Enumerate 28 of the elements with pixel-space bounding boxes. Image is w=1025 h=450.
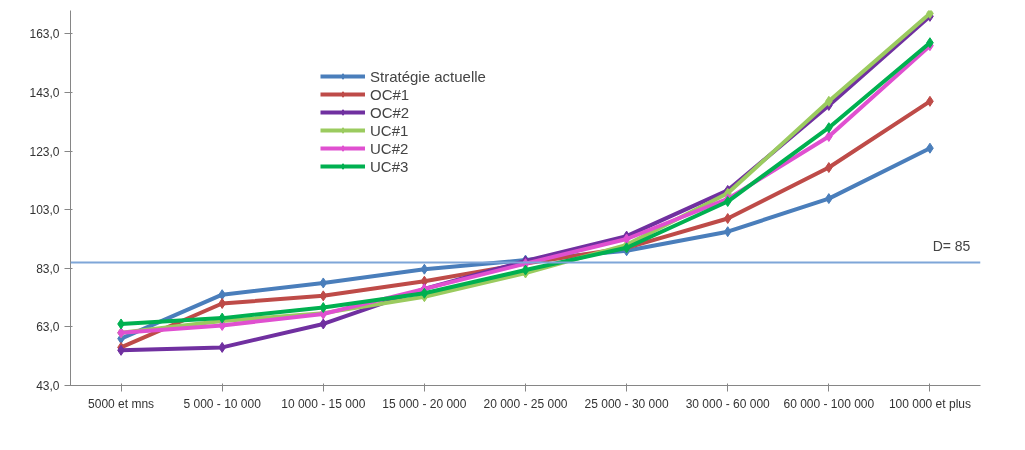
y-tick-label: 63,0 [36, 320, 60, 335]
x-tick-label: 25 000 - 30 000 [584, 396, 669, 411]
point [420, 287, 429, 299]
point [319, 318, 328, 330]
point [723, 213, 732, 225]
x-tick-label: 60 000 - 100 000 [783, 396, 875, 411]
legend-label: UC#2 [370, 139, 409, 157]
point [723, 226, 732, 238]
y-tick-label: 103,0 [29, 203, 60, 218]
legend-label: OC#2 [370, 103, 410, 121]
x-tick-label: 100 000 et plus [888, 396, 971, 411]
y-tick-label: 143,0 [29, 86, 60, 101]
ref-line-label: D= 85 [932, 238, 971, 255]
x-tick-label: 15 000 - 20 000 [382, 396, 467, 411]
y-tick-label: 43,0 [36, 379, 60, 393]
x-tick-label: 5 000 - 10 000 [183, 396, 262, 411]
x-tick-label: 5000 et mns [88, 396, 155, 411]
y-tick-label: 123,0 [29, 144, 60, 159]
x-tick-label: 30 000 - 60 000 [685, 396, 771, 411]
y-tick-label: 163,0 [29, 27, 60, 42]
x-tick-label: 20 000 - 25 000 [483, 396, 568, 411]
x-tick-label: 10 000 - 15 000 [281, 396, 366, 411]
legend-label: UC#3 [370, 157, 409, 175]
legend-label: Stratégie actuelle [370, 67, 486, 85]
legend-label: UC#1 [370, 121, 409, 139]
point [319, 277, 328, 289]
legend-label: OC#1 [370, 85, 410, 103]
y-tick-label: 83,0 [36, 261, 60, 276]
